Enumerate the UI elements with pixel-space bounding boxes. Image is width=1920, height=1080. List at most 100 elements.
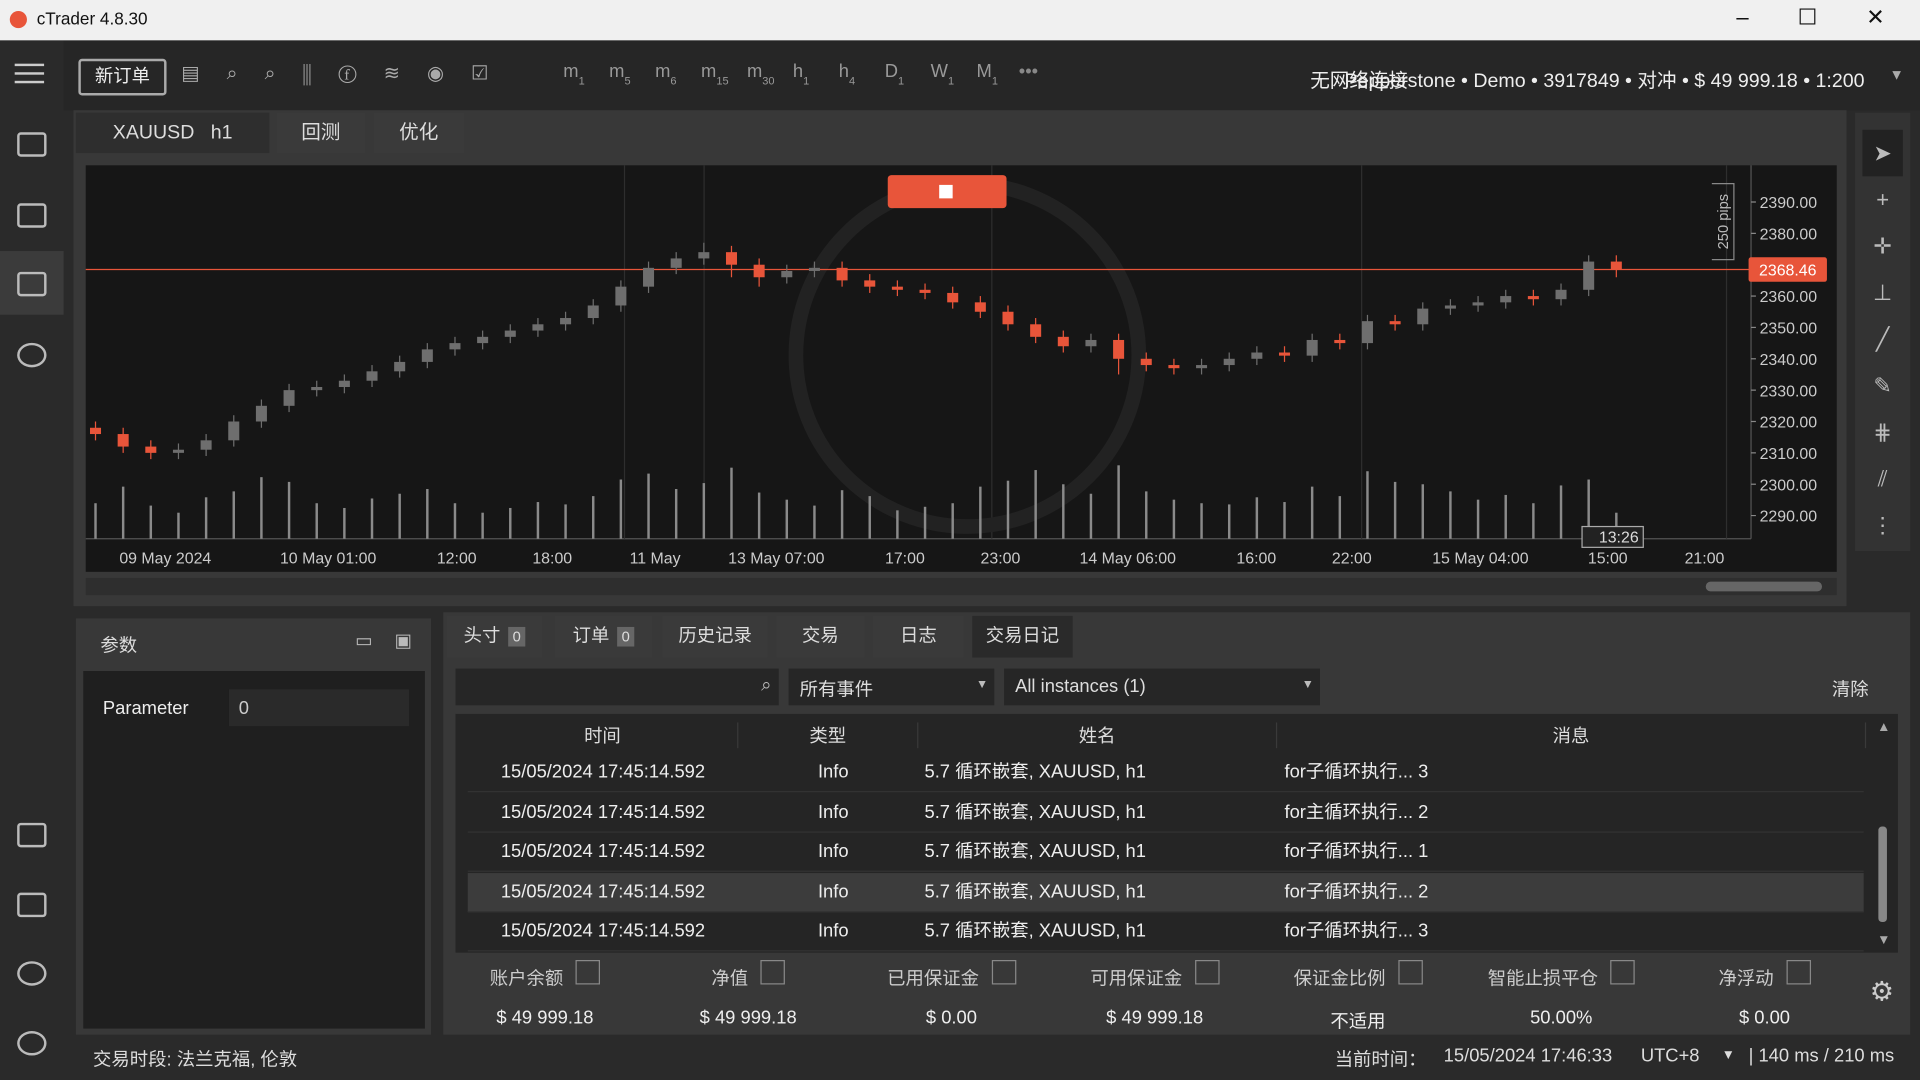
timeframe-unit: m [746,61,763,83]
toolbar [63,40,1920,111]
backtest-tab[interactable]: 回测 [276,112,365,154]
info-icon[interactable] [1610,960,1635,985]
offline-notice: 无网络连接 [1310,71,1409,92]
scrollbar[interactable] [85,577,1837,596]
timezone-dropdown[interactable]: ▼ [1721,1048,1735,1063]
account-info[interactable]: Pepperstone • Demo • 3917849 • 对冲 • $ 49… [1344,71,1865,92]
more-button[interactable]: ••• [1018,61,1039,83]
log-cell: for子循环执行... 2 [1284,881,1429,903]
drawing-toolbar: ➤ + ✛ ⊥ ╱ ✎ ⋕ ⫽ ⋮ [1855,112,1911,552]
timeframe-button[interactable]: m6 [655,61,676,87]
timeframe-button[interactable]: h4 [839,61,855,87]
algo-icon[interactable] [17,271,47,297]
x-tick-label: 15 May 04:00 [1432,550,1529,567]
scroll-thumb[interactable] [1705,581,1823,592]
candle-body [587,305,599,319]
candle-body [1610,261,1622,270]
bottom-tab[interactable]: 交易日记 [972,615,1073,658]
column-header[interactable]: 类型 [738,722,919,749]
store-icon[interactable] [17,822,47,848]
timeframe-button[interactable]: M1 [977,61,998,87]
bottom-tab[interactable]: 订单 0 [554,615,653,658]
toolbar-icons[interactable]: ▤⌕⌕⫼ⓕ≋◉☑ [181,63,516,85]
settings-icon[interactable] [17,961,47,986]
timeframe-unit: m [609,61,625,83]
clear-button[interactable]: 清除 [1831,679,1869,701]
candle-body [560,318,572,325]
timeframe-button[interactable]: m5 [609,61,630,87]
scroll-up[interactable]: ▲ [1877,720,1891,735]
timeframe-button[interactable]: h1 [793,61,809,87]
timeframe-button[interactable]: m1 [563,61,584,87]
copy-icon[interactable] [17,203,47,228]
volume-bar [149,505,153,539]
chart-tab[interactable]: XAUUSD h1 [75,112,270,154]
candle-body [283,390,295,406]
menu-button[interactable] [14,63,45,84]
event-filter[interactable]: 所有事件 ▼ [788,668,995,706]
log-row[interactable]: 15/05/2024 17:45:14.592 Info 5.7 循环嵌套, XAU… [467,873,1864,913]
info-icon[interactable] [1785,960,1811,985]
column-header[interactable]: 姓名 [918,722,1278,749]
account-dropdown[interactable]: ▼ [1889,66,1904,84]
drawing-tools[interactable]: + ✛ ⊥ ╱ ✎ ⋕ ⫽ ⋮ [1871,187,1894,538]
params-actions[interactable]: ▭▣ [355,630,434,652]
volume-bar [1504,494,1507,539]
column-header[interactable]: 时间 [468,722,739,749]
volume-bar [647,473,650,539]
param-input[interactable]: 0 [228,689,409,727]
candle-body [421,349,433,362]
candle-body [1500,296,1512,303]
timeframe-button[interactable]: D1 [885,61,904,87]
timeframe-button[interactable]: m30 [747,61,775,87]
candle-body [1279,352,1291,356]
chart-background [85,165,1837,572]
new-order-button[interactable]: 新订单 [78,58,167,96]
search-box[interactable]: ⌕ [455,668,779,706]
column-header[interactable]: 消息 [1277,722,1867,749]
bottom-tab[interactable]: 头寸 0 [446,615,543,658]
candle-body [1527,296,1539,300]
info-icon[interactable] [1397,960,1423,985]
bottom-tab[interactable]: 历史记录 [662,615,768,658]
volume-bar [785,499,789,539]
optimize-tab[interactable]: 优化 [373,112,465,154]
help-icon[interactable] [17,1031,47,1056]
y-tick-label: 2380.00 [1760,226,1818,243]
info-icon[interactable] [1194,960,1219,985]
candle-body [145,446,157,453]
window-controls[interactable]: –☐✕ [1736,4,1920,30]
bottom-tab[interactable]: 交易 [776,615,865,658]
bottom-tab[interactable]: 日志 [873,615,964,658]
wallet-icon[interactable] [17,892,47,918]
volume-bar [1449,491,1452,539]
info-icon[interactable] [991,960,1016,985]
log-row[interactable]: 15/05/2024 17:45:14.592 Info 5.7 循环嵌套, XAU… [467,793,1864,833]
trade-icon[interactable] [17,132,47,157]
log-row[interactable]: 15/05/2024 17:45:14.592 Info 5.7 循环嵌套, XAU… [467,833,1864,872]
candle-body [1057,336,1069,347]
candle-body [1306,339,1318,356]
table-scroll-thumb[interactable] [1878,826,1887,923]
info-icon[interactable] [760,960,785,985]
timezone[interactable]: UTC+8 [1640,1045,1700,1067]
candle-body [532,324,544,331]
log-row[interactable]: 15/05/2024 17:45:14.592 Info 5.7 循环嵌套, XAU… [467,912,1864,952]
instance-filter[interactable]: All instances (1) ▼ [1004,668,1321,706]
scroll-down[interactable]: ▼ [1877,933,1891,948]
volume-bar [1117,465,1120,539]
y-tick-label: 2350.00 [1760,321,1818,338]
candle-body [338,380,350,388]
candle-body [864,280,876,287]
log-row[interactable]: 15/05/2024 17:45:14.592 Info 5.7 循环嵌套, XAU… [467,753,1864,793]
analyze-icon[interactable] [17,342,47,368]
volume-bar [1006,480,1010,539]
timeframe-button[interactable]: W1 [931,61,954,87]
volume-bar [868,496,871,539]
info-icon[interactable] [575,960,601,985]
timeframe-button[interactable]: m15 [701,61,729,87]
stats-settings[interactable]: ⚙ [1869,975,1894,1007]
cursor-tool[interactable]: ➤ [1862,129,1903,177]
stat-label: 净值 [711,968,749,990]
